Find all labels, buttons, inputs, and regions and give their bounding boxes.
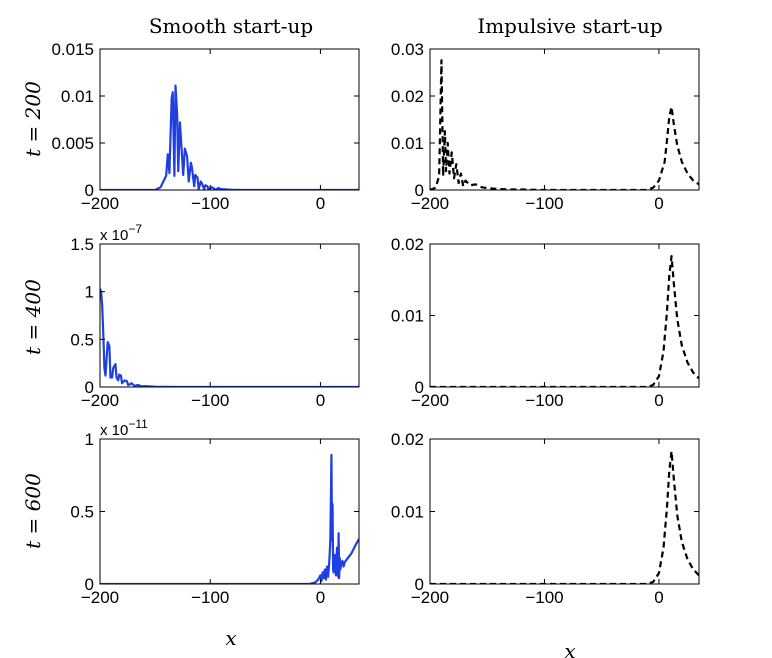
panel-r1-c1: 0 0.01 0.02 −200 −100 0 [391,235,700,410]
y-tick-label: 0.015 [51,40,94,59]
row-label-t200: t = 200 [21,81,45,157]
y-axis-exponent: x 10−7 [100,222,142,244]
x-tick-label: −100 [191,588,229,607]
x-tick-label: 0 [654,588,663,607]
panel-r0-c0: 0 0.005 0.01 0.015 −200 −100 0 [51,40,360,213]
x-tick-label: 0 [316,194,325,213]
row-label-t600: t = 600 [21,473,45,549]
x-tick-label: −100 [525,391,563,410]
x-tick-label: −200 [411,588,449,607]
x-tick-label: 0 [316,588,325,607]
axes-frame [429,438,700,585]
x-tick-label: −200 [81,588,119,607]
x-tick-label: −100 [191,194,229,213]
y-tick-label: 0.005 [51,134,94,153]
y-tick-label: 0.02 [391,430,424,449]
series-line [430,59,699,190]
x-tick-label: 0 [654,391,663,410]
y-tick-label: 0.03 [391,40,424,59]
x-tick-label: −100 [525,194,563,213]
row-label-t400: t = 400 [21,279,45,355]
y-tick-label: 0.5 [70,330,94,349]
x-tick-label: −100 [191,391,229,410]
axes-frame [429,243,700,388]
y-tick-label: 0.01 [61,87,94,106]
x-axis-label-left: x [225,626,236,650]
panels-group: 0 0.005 0.01 0.015 −200 −100 0 0 0.01 0.02 0.03 −20… [51,40,700,607]
x-tick-label: −200 [81,194,119,213]
panel-r1-c0: 0 0.5 1 1.5 −200 −100 0 x 10−7 [70,222,360,410]
y-tick-label: 1 [85,430,94,449]
x-axis-label-right: x [564,639,575,658]
x-tick-label: −200 [411,194,449,213]
axes-frame [99,438,360,585]
x-tick-label: −100 [525,588,563,607]
y-tick-label: 0.01 [391,503,424,522]
y-tick-label: 0.02 [391,235,424,254]
y-axis-exponent: x 10−11 [100,417,148,439]
column-title-impulsive: Impulsive start-up [477,14,662,38]
y-tick-label: 0.01 [391,134,424,153]
y-tick-label: 0.02 [391,87,424,106]
panel-r0-c1: 0 0.01 0.02 0.03 −200 −100 0 [391,40,700,213]
y-tick-label: 0 [415,575,424,594]
series-line [100,453,359,584]
axes-frame [99,243,360,388]
y-tick-label: 0 [85,181,94,200]
series-line [430,450,699,584]
series-line [100,84,359,190]
y-tick-label: 0 [415,378,424,397]
x-tick-label: 0 [654,194,663,213]
y-tick-label: 0 [85,575,94,594]
y-tick-label: 0 [415,181,424,200]
series-line [430,255,699,387]
panel-r2-c0: 0 0.5 1 −200 −100 0 x 10−11 [70,417,360,607]
y-tick-label: 0 [85,378,94,397]
x-tick-label: 0 [316,391,325,410]
axes-frame [99,48,360,191]
y-tick-label: 1.5 [70,235,94,254]
column-title-smooth: Smooth start-up [149,14,313,38]
y-tick-label: 0.5 [70,503,94,522]
y-tick-label: 1 [85,283,94,302]
y-tick-label: 0.01 [391,307,424,326]
panel-r2-c1: 0 0.01 0.02 −200 −100 0 [391,430,700,607]
x-tick-label: −200 [411,391,449,410]
series-line [100,288,359,387]
x-tick-label: −200 [81,391,119,410]
axes-frame [429,48,700,191]
